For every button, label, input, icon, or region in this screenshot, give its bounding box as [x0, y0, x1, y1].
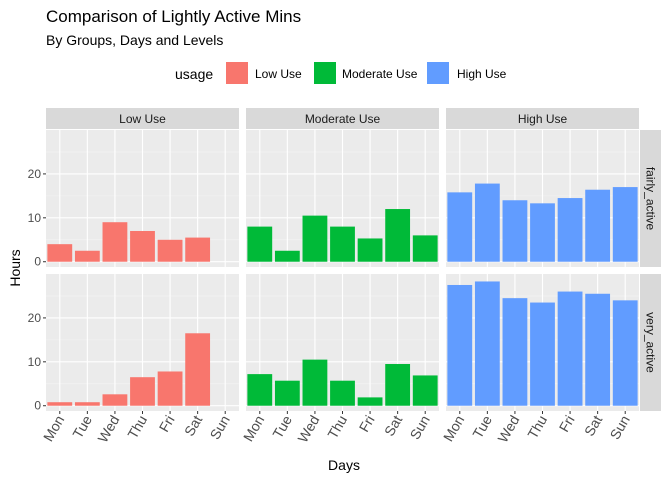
bar-very-active-low-use-tue: [74, 402, 100, 406]
x-tick-label-mon: Mon: [440, 413, 467, 445]
x-tick-label-fri: Fri: [356, 413, 378, 435]
bar-very-active-moderate-use-thu: [330, 380, 355, 406]
x-tick-label-wed: Wed: [294, 413, 322, 446]
x-tick-label-tue: Tue: [469, 412, 495, 441]
bar-very-active-high-use-sat: [585, 293, 611, 406]
bar-very-active-low-use-fri: [157, 371, 183, 406]
legend: usage Low Use Moderate Use High Use: [175, 62, 507, 84]
bar-fairly-active-low-use-tue: [74, 250, 100, 262]
x-tick-label-thu: Thu: [524, 413, 550, 442]
x-tick-label-tue: Tue: [69, 412, 95, 441]
legend-swatch-low-use: [226, 62, 248, 84]
x-tick-label-thu: Thu: [124, 413, 150, 442]
bar-fairly-active-high-use-thu: [530, 203, 555, 262]
y-tick-label: 20: [28, 311, 42, 325]
bar-fairly-active-high-use-tue: [474, 183, 500, 262]
bar-very-active-high-use-tue: [474, 281, 500, 406]
column-strip-label-moderate-use: Moderate Use: [305, 112, 381, 126]
bar-fairly-active-moderate-use-thu: [330, 226, 355, 262]
y-tick-label: 10: [28, 355, 42, 369]
x-tick-label-sat: Sat: [581, 412, 605, 438]
bar-very-active-moderate-use-fri: [357, 397, 383, 406]
bar-fairly-active-low-use-fri: [157, 239, 183, 262]
bar-fairly-active-high-use-mon: [447, 192, 473, 262]
bar-fairly-active-high-use-wed: [502, 200, 528, 262]
facet-panels: Low Use Moderate Use High Use fairly_active…: [28, 108, 661, 445]
bar-very-active-low-use-sat: [185, 333, 211, 406]
x-tick-label-wed: Wed: [494, 413, 522, 446]
legend-label-moderate-use: Moderate Use: [342, 67, 418, 81]
bar-very-active-high-use-sun: [612, 300, 638, 406]
bar-fairly-active-high-use-sun: [612, 187, 638, 262]
legend-swatch-moderate-use: [314, 62, 336, 84]
x-tick-label-mon: Mon: [40, 413, 67, 445]
bar-very-active-high-use-fri: [557, 291, 583, 406]
legend-title: usage: [175, 66, 213, 82]
x-tick-label-fri: Fri: [156, 413, 178, 435]
row-strip-label-very-active: very_active: [644, 312, 658, 373]
y-axis-title: Hours: [7, 249, 23, 286]
bar-very-active-high-use-wed: [502, 298, 528, 406]
row-strip-fairly-active: [640, 130, 661, 267]
x-tick-label-fri: Fri: [556, 413, 578, 435]
column-strip-moderate-use: [246, 108, 439, 129]
panel-very-active-low-use: [46, 274, 239, 411]
panel-very-active-high-use: [446, 274, 639, 411]
column-strip-label-low-use: Low Use: [119, 112, 166, 126]
x-tick-label-sun: Sun: [406, 413, 432, 443]
bar-very-active-high-use-mon: [447, 284, 473, 406]
bar-very-active-high-use-thu: [530, 302, 555, 406]
row-strip-very-active: [640, 274, 661, 411]
bar-very-active-low-use-wed: [102, 394, 128, 406]
chart-subtitle: By Groups, Days and Levels: [46, 32, 223, 48]
x-tick-label-thu: Thu: [324, 413, 350, 442]
bar-fairly-active-low-use-sat: [185, 237, 211, 262]
bar-fairly-active-high-use-fri: [557, 198, 583, 262]
bar-fairly-active-low-use-thu: [130, 230, 155, 262]
bar-very-active-moderate-use-tue: [274, 380, 300, 406]
bar-very-active-moderate-use-mon: [247, 374, 273, 406]
legend-label-high-use: High Use: [457, 67, 507, 81]
bar-fairly-active-low-use-mon: [47, 244, 73, 262]
panel-fairly-active-high-use: [446, 130, 639, 267]
x-tick-label-sun: Sun: [606, 413, 632, 443]
panel-fairly-active-low-use: [46, 130, 239, 267]
bar-fairly-active-moderate-use-tue: [274, 250, 300, 262]
x-tick-label-sat: Sat: [181, 412, 205, 438]
column-strip-high-use: [446, 108, 639, 129]
x-tick-label-mon: Mon: [240, 413, 267, 445]
x-tick-label-sat: Sat: [381, 412, 405, 438]
legend-swatch-high-use: [427, 62, 449, 84]
y-tick-label: 20: [28, 167, 42, 181]
bar-fairly-active-moderate-use-fri: [357, 238, 383, 262]
y-tick-label: 0: [34, 255, 41, 269]
bar-fairly-active-high-use-sat: [585, 189, 611, 262]
x-tick-label-tue: Tue: [269, 412, 295, 441]
bar-very-active-low-use-mon: [47, 402, 73, 406]
bar-very-active-moderate-use-sat: [385, 364, 411, 406]
panel-very-active-moderate-use: [246, 274, 439, 411]
bar-very-active-moderate-use-wed: [302, 359, 328, 406]
column-strip-label-high-use: High Use: [518, 112, 568, 126]
bar-fairly-active-moderate-use-mon: [247, 226, 273, 262]
x-tick-label-sun: Sun: [206, 413, 232, 443]
bar-very-active-moderate-use-sun: [412, 375, 438, 406]
bar-fairly-active-low-use-wed: [102, 222, 128, 262]
x-axis-title: Days: [328, 457, 360, 473]
bar-very-active-low-use-thu: [130, 377, 155, 406]
bar-fairly-active-moderate-use-sat: [385, 209, 411, 262]
legend-label-low-use: Low Use: [255, 67, 302, 81]
row-strip-label-fairly-active: fairly_active: [644, 167, 658, 231]
chart-title: Comparison of Lightly Active Mins: [46, 7, 301, 26]
bar-fairly-active-moderate-use-sun: [412, 235, 438, 262]
x-tick-label-wed: Wed: [94, 413, 122, 446]
bar-fairly-active-moderate-use-wed: [302, 215, 328, 262]
column-strip-low-use: [46, 108, 239, 129]
y-tick-label: 0: [34, 399, 41, 413]
panel-fairly-active-moderate-use: [246, 130, 439, 267]
y-tick-label: 10: [28, 211, 42, 225]
